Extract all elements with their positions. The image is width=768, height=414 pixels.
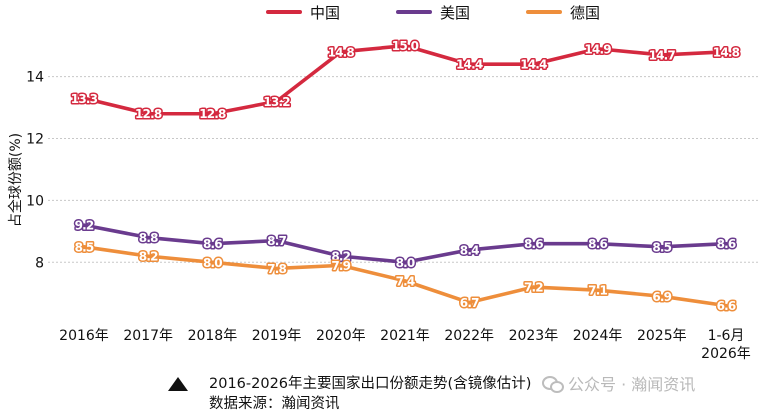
watermark: 公众号 · 瀚闻资讯 xyxy=(542,371,695,395)
data-label: 8.4 xyxy=(460,243,479,257)
data-label: 14.8 xyxy=(713,45,740,59)
data-label: 8.5 xyxy=(652,240,671,254)
data-label: 8.6 xyxy=(524,237,543,251)
chart-series xyxy=(82,43,728,308)
triangle-icon xyxy=(168,377,188,391)
data-label: 8.6 xyxy=(203,237,222,251)
data-label: 7.4 xyxy=(396,274,415,288)
data-label: 14.4 xyxy=(520,58,547,72)
data-label: 15.0 xyxy=(392,39,419,53)
chart-legend: 中国 美国 德国 xyxy=(266,4,600,22)
wechat-icon xyxy=(542,375,564,393)
data-label: 8.7 xyxy=(267,234,286,248)
x-tick-label: 2025年 xyxy=(637,328,687,344)
series-line-0 xyxy=(82,43,728,116)
data-label: 7.8 xyxy=(267,262,286,276)
data-label: 6.9 xyxy=(652,290,671,304)
data-label: 13.2 xyxy=(263,95,290,109)
data-label: 8.5 xyxy=(75,240,94,254)
data-label: 14.8 xyxy=(328,45,355,59)
data-label: 12.8 xyxy=(135,107,162,121)
legend-label: 中国 xyxy=(310,4,340,22)
y-tick-label: 12 xyxy=(26,132,44,148)
data-label: 8.6 xyxy=(717,237,736,251)
data-label: 7.1 xyxy=(588,284,607,298)
data-label: 6.6 xyxy=(717,299,736,313)
data-label: 8.2 xyxy=(139,250,158,264)
x-tick-label: 2024年 xyxy=(573,328,623,344)
data-label: 8.2 xyxy=(331,250,350,264)
data-label: 8.6 xyxy=(588,237,607,251)
data-label: 8.0 xyxy=(396,256,415,270)
caption-title: 2016-2026年主要国家出口份额走势(含镜像估计) xyxy=(209,376,532,392)
data-label: 9.2 xyxy=(75,219,94,233)
x-tick-label: 1-6月 2026年 xyxy=(701,328,751,362)
x-tick-label: 2019年 xyxy=(252,328,302,344)
x-axis: 2016年 2017年 2018年 2019年 2020年 2021年 2022年 2023年… xyxy=(59,328,751,362)
data-label: 7.2 xyxy=(524,281,543,295)
watermark-text: 公众号 · 瀚闻资讯 xyxy=(568,375,696,394)
x-tick-label: 2016年 xyxy=(59,328,109,344)
legend-label: 德国 xyxy=(570,4,600,22)
caption-source: 数据来源：瀚闻资讯 xyxy=(209,396,340,412)
data-label: 8.8 xyxy=(139,231,158,245)
x-tick-label: 2020年 xyxy=(316,328,366,344)
data-label: 14.4 xyxy=(456,58,483,72)
series-line-2 xyxy=(82,245,728,308)
legend-label: 美国 xyxy=(440,4,470,22)
data-label: 13.3 xyxy=(71,92,98,106)
x-tick-label: 2023年 xyxy=(509,328,559,344)
line-chart: 中国 美国 德国 8 10 12 14 2016年 2017年 2018年 2019年 2020年… xyxy=(7,4,758,362)
x-tick-label: 2017年 xyxy=(123,328,173,344)
data-label: 14.9 xyxy=(584,42,611,56)
series-line-1 xyxy=(82,223,728,265)
y-tick-label: 8 xyxy=(35,255,44,271)
data-label: 7.9 xyxy=(331,259,350,273)
x-tick-label: 2018年 xyxy=(188,328,238,344)
y-tick-label: 14 xyxy=(26,70,44,86)
data-labels: 13.3 12.8 12.8 13.2 14.8 15.0 14.4 14.4 14.9 14.7… xyxy=(69,38,742,315)
y-axis: 8 10 12 14 xyxy=(26,70,44,272)
y-axis-label: 占全球份额(%) xyxy=(7,133,24,227)
data-label: 12.8 xyxy=(199,107,226,121)
x-tick-label: 2021年 xyxy=(380,328,430,344)
data-label: 8.0 xyxy=(203,256,222,270)
y-tick-label: 10 xyxy=(26,193,44,209)
x-tick-label: 2022年 xyxy=(444,328,494,344)
data-label: 6.7 xyxy=(460,296,479,310)
data-label: 14.7 xyxy=(649,48,676,62)
